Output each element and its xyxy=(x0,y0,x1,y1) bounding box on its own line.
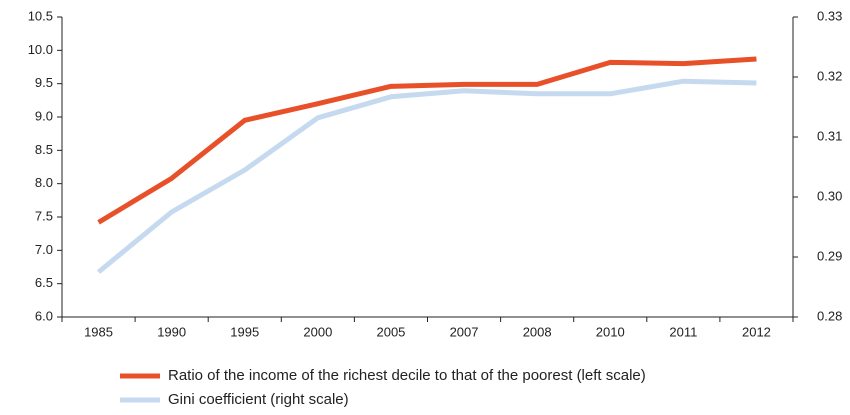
y-tick-label: 6.5 xyxy=(35,275,53,290)
data-line xyxy=(97,56,757,225)
y-tick-label: 6.0 xyxy=(35,308,53,323)
x-tick-label: 2011 xyxy=(669,324,697,339)
x-tick-label: 2000 xyxy=(303,324,332,339)
y2-tick-label: 0.28 xyxy=(817,308,842,323)
y-tick-label: 9.0 xyxy=(35,108,53,123)
x-tick-label: 2007 xyxy=(450,324,479,339)
y-tick-label: 10.0 xyxy=(28,42,53,57)
y-tick-label: 7.5 xyxy=(35,208,53,223)
x-tick-label: 1985 xyxy=(84,324,113,339)
y2-tick-label: 0.29 xyxy=(817,248,842,263)
legend: Ratio of the income of the richest decil… xyxy=(120,367,646,408)
data-line xyxy=(96,78,757,274)
x-tick-label: 2010 xyxy=(596,324,625,339)
y-tick-label: 10.5 xyxy=(28,8,53,23)
y-tick-label: 8.0 xyxy=(35,175,53,190)
y2-tick-label: 0.31 xyxy=(817,128,842,143)
y2-tick-label: 0.30 xyxy=(817,188,842,203)
legend-label: Gini coefficient (right scale) xyxy=(168,391,349,408)
x-tick-label: 2012 xyxy=(742,324,771,339)
x-tick-label: 2008 xyxy=(523,324,552,339)
y-tick-label: 8.5 xyxy=(35,142,53,157)
y-tick-label: 9.5 xyxy=(35,75,53,90)
x-tick-label: 1995 xyxy=(230,324,259,339)
legend-label: Ratio of the income of the richest decil… xyxy=(168,367,646,384)
x-tick-label: 2005 xyxy=(376,324,405,339)
y2-tick-label: 0.32 xyxy=(817,68,842,83)
y2-tick-label: 0.33 xyxy=(817,8,842,23)
x-tick-label: 1990 xyxy=(157,324,186,339)
y-tick-label: 7.0 xyxy=(35,242,53,257)
